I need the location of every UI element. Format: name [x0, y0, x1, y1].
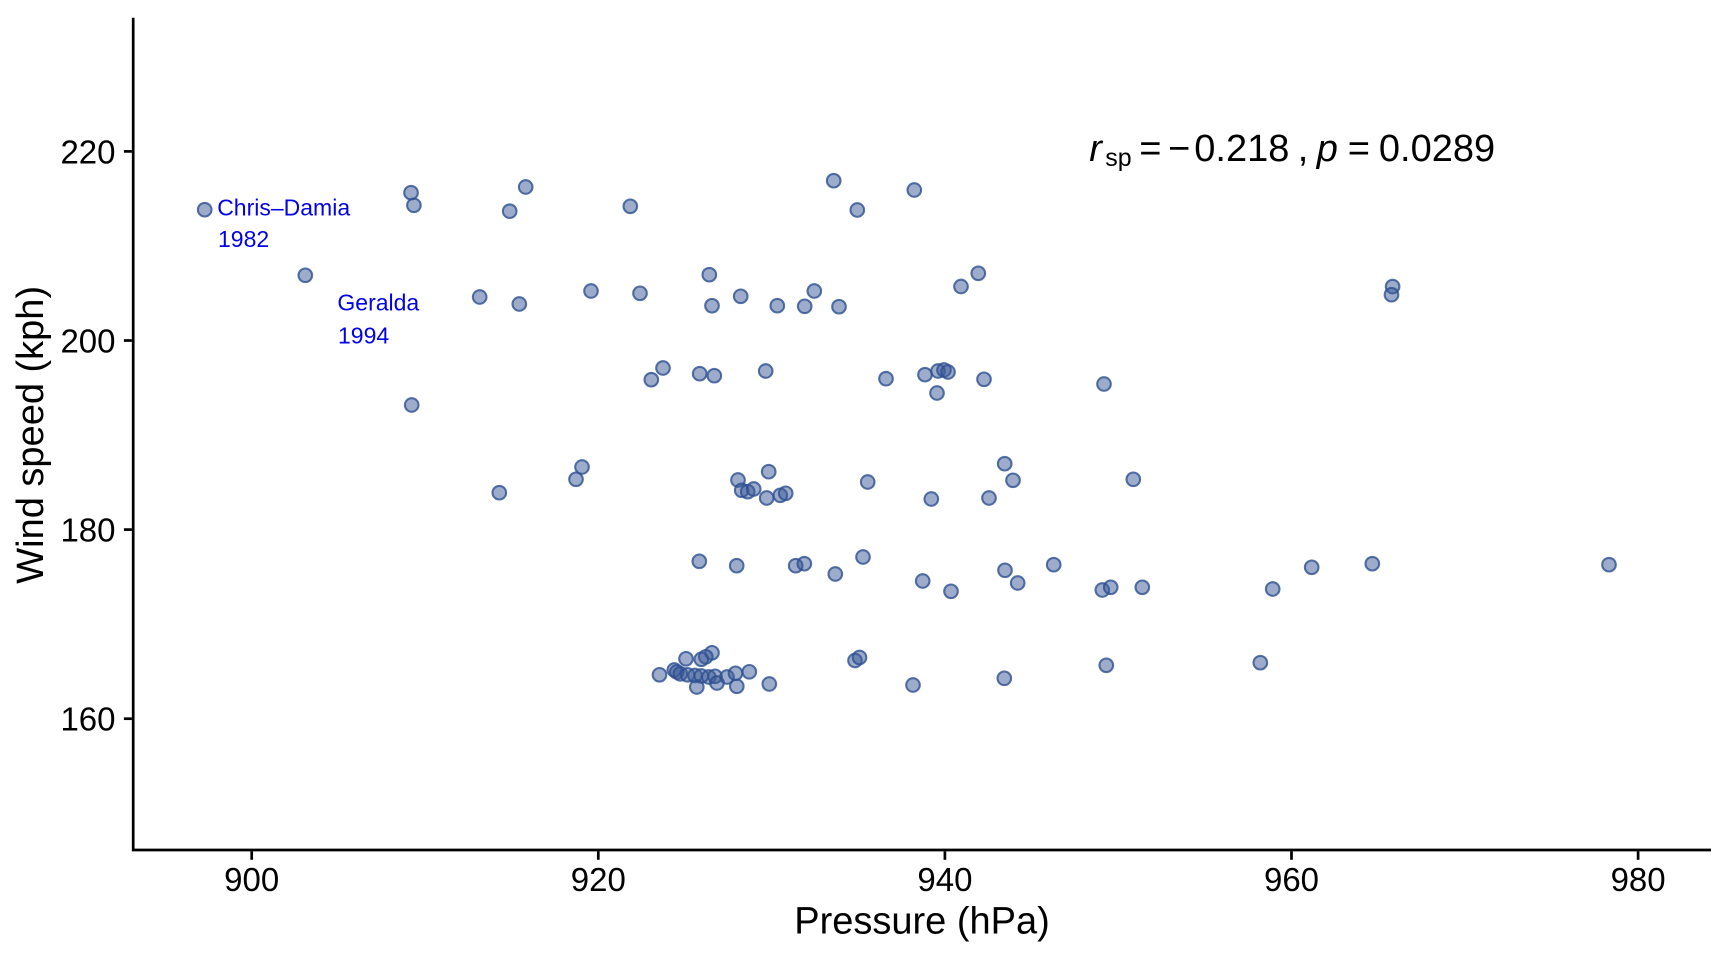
svg-text:Pressure (hPa): Pressure (hPa) [794, 901, 1050, 943]
svg-text:900: 900 [224, 861, 279, 898]
svg-text:980: 980 [1611, 861, 1666, 898]
svg-text:Wind speed (kph): Wind speed (kph) [10, 286, 52, 584]
svg-text:0.0289: 0.0289 [1379, 128, 1495, 170]
svg-text:Geralda: Geralda [337, 289, 419, 315]
svg-text:180: 180 [60, 512, 115, 549]
svg-text:p: p [1316, 128, 1338, 170]
svg-text:0.218: 0.218 [1194, 128, 1289, 170]
svg-text:1982: 1982 [218, 226, 269, 252]
svg-text:1994: 1994 [338, 323, 389, 349]
svg-text:=: = [1139, 128, 1161, 170]
svg-text:960: 960 [1264, 861, 1319, 898]
svg-text:920: 920 [571, 861, 626, 898]
svg-text:200: 200 [60, 322, 115, 359]
svg-text:220: 220 [60, 133, 115, 170]
svg-text:r: r [1089, 128, 1103, 170]
svg-text:940: 940 [917, 861, 972, 898]
svg-text:,: , [1298, 128, 1309, 170]
svg-text:160: 160 [60, 701, 115, 738]
svg-text:−: − [1168, 128, 1190, 170]
svg-text:=: = [1348, 128, 1370, 170]
svg-text:sp: sp [1105, 144, 1131, 172]
svg-text:Chris–Damia: Chris–Damia [217, 194, 350, 220]
